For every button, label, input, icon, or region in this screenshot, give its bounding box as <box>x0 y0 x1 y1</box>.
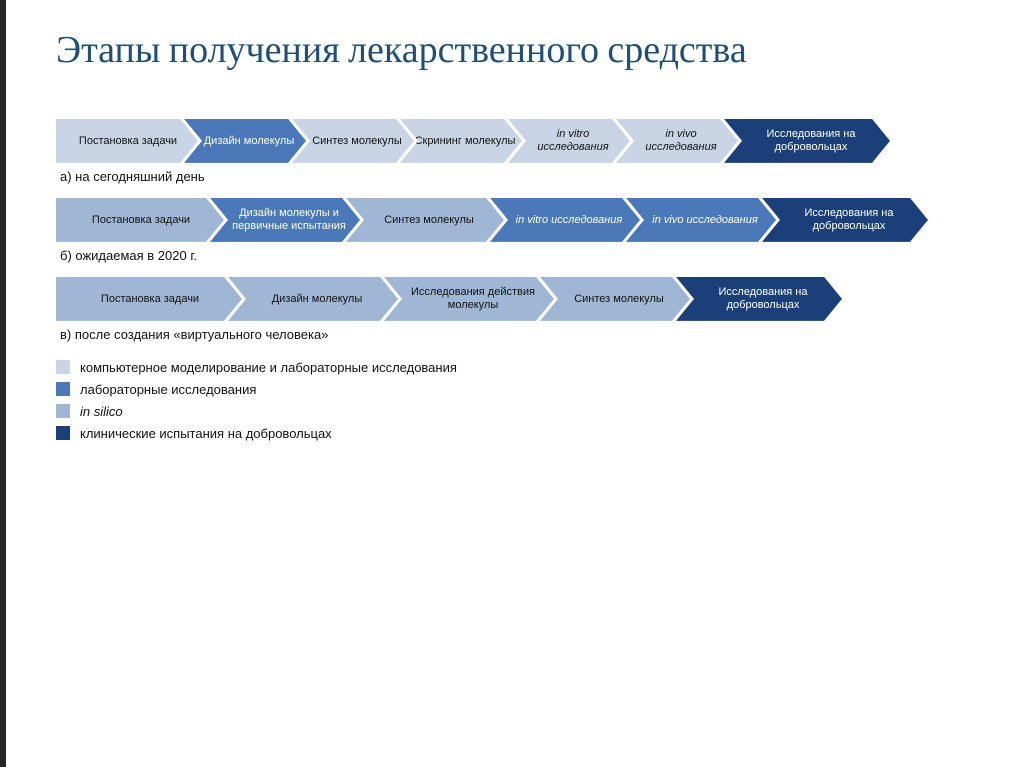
process-step: Дизайн молекулы и первичные испытания <box>210 198 360 242</box>
legend-swatch <box>56 360 70 374</box>
legend-item: in silico <box>56 404 994 419</box>
process-step-label: in vitro исследования <box>522 128 624 153</box>
process-step-label: Скрининг молекулы <box>415 135 516 148</box>
process-step-label: in vitro исследования <box>516 214 623 227</box>
legend-swatch <box>56 426 70 440</box>
process-row: Постановка задачи Дизайн молекулы и перви… <box>56 198 976 242</box>
legend-item: клинические испытания на добровольцах <box>56 426 994 441</box>
process-step: Синтез молекулы <box>346 198 504 242</box>
process-step-label: Постановка задачи <box>101 293 199 306</box>
process-step: Скрининг молекулы <box>400 119 522 163</box>
process-step-label: Исследования на добровольцах <box>776 207 922 232</box>
legend-swatch <box>56 404 70 418</box>
process-step-label: in vivo исследования <box>652 214 757 227</box>
process-diagram: Постановка задачи Дизайн молекулы Синтез м… <box>56 119 976 342</box>
process-step-label: in vivo исследования <box>630 128 732 153</box>
legend-item: компьютерное моделирование и лабораторны… <box>56 360 994 375</box>
process-step-label: Постановка задачи <box>79 135 177 148</box>
process-step-label: Дизайн молекулы и первичные испытания <box>224 207 354 232</box>
row-caption: а) на сегодняшний день <box>60 169 976 184</box>
process-step-label: Синтез молекулы <box>312 135 402 148</box>
legend-label: in silico <box>80 404 123 419</box>
process-step-label: Исследования на добровольцах <box>738 128 884 153</box>
process-step: Исследования действия молекулы <box>384 277 554 321</box>
process-step: Постановка задачи <box>56 277 242 321</box>
process-step: Исследования на добровольцах <box>762 198 928 242</box>
process-step-label: Постановка задачи <box>92 214 190 227</box>
process-step: in vivo исследования <box>626 198 776 242</box>
page-title: Этапы получения лекарственного средства <box>56 28 994 73</box>
legend-label: компьютерное моделирование и лабораторны… <box>80 360 457 375</box>
slide: Этапы получения лекарственного средства … <box>0 0 1024 767</box>
row-caption: б) ожидаемая в 2020 г. <box>60 248 976 263</box>
process-step: in vivo исследования <box>616 119 738 163</box>
process-step-label: Исследования на добровольцах <box>690 286 836 311</box>
process-step-label: Дизайн молекулы <box>204 135 295 148</box>
process-step: Исследования на добровольцах <box>724 119 890 163</box>
process-step: Постановка задачи <box>56 119 198 163</box>
legend-swatch <box>56 382 70 396</box>
process-step: Дизайн молекулы <box>228 277 398 321</box>
process-step: in vitro исследования <box>490 198 640 242</box>
process-step: Синтез молекулы <box>540 277 690 321</box>
legend-label: лабораторные исследования <box>80 382 256 397</box>
process-step: Дизайн молекулы <box>184 119 306 163</box>
process-step: Синтез молекулы <box>292 119 414 163</box>
legend-label: клинические испытания на добровольцах <box>80 426 332 441</box>
row-caption: в) после создания «виртуального человека… <box>60 327 976 342</box>
process-step: Исследования на добровольцах <box>676 277 842 321</box>
process-step-label: Синтез молекулы <box>384 214 474 227</box>
process-step-label: Исследования действия молекулы <box>398 286 548 311</box>
process-step: Постановка задачи <box>56 198 224 242</box>
legend-item: лабораторные исследования <box>56 382 994 397</box>
process-row: Постановка задачи Дизайн молекулы Синтез м… <box>56 119 976 163</box>
process-row: Постановка задачи Дизайн молекулы Исследов… <box>56 277 976 321</box>
process-step-label: Дизайн молекулы <box>272 293 363 306</box>
process-step: in vitro исследования <box>508 119 630 163</box>
legend: компьютерное моделирование и лабораторны… <box>56 360 994 441</box>
process-step-label: Синтез молекулы <box>574 293 664 306</box>
